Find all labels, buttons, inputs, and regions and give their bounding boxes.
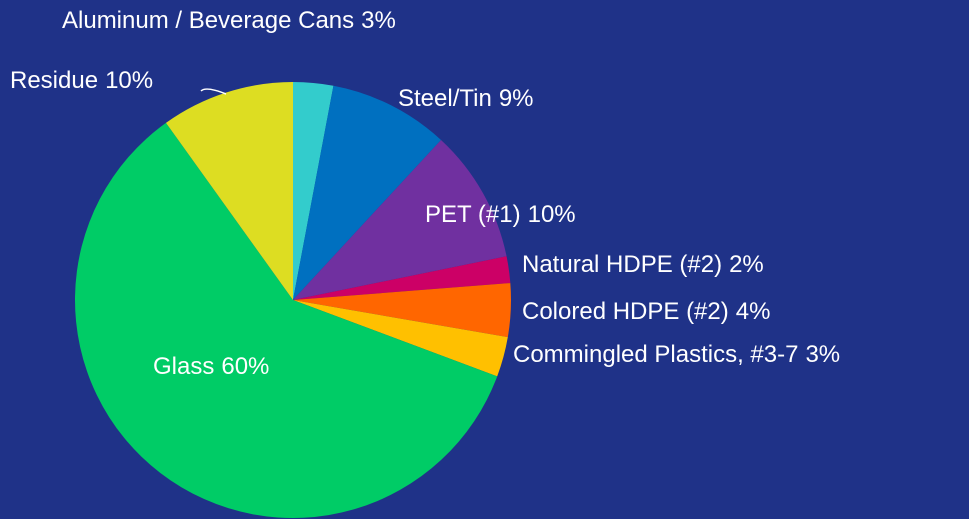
pie-slice [74, 122, 498, 518]
value-label: 10% [528, 201, 576, 228]
slice-label: Natural HDPE (#2) 2% [522, 251, 764, 278]
slice-label: Glass 60% [153, 353, 269, 380]
pie-slice [165, 82, 293, 300]
pie-slice [293, 300, 508, 377]
slice-label: PET (#1) 10% [425, 201, 576, 228]
slice-label: Steel/Tin 9% [398, 85, 534, 112]
category-label: Commingled Plastics, #3-7 [513, 341, 798, 368]
category-label: PET (#1) [425, 201, 521, 228]
leader-line [200, 88, 227, 95]
category-label: Steel/Tin [398, 85, 492, 112]
pie-slice [293, 85, 442, 300]
value-label: 3% [805, 341, 840, 368]
pie-slice [293, 283, 511, 338]
value-label: 4% [736, 298, 771, 325]
pie-slice [293, 82, 334, 300]
pie-slice [293, 139, 507, 300]
slice-label: Aluminum / Beverage Cans 3% [62, 7, 396, 34]
value-label: 10% [105, 67, 153, 94]
slice-label: Commingled Plastics, #3-7 3% [513, 341, 840, 368]
value-label: 9% [499, 85, 534, 112]
pie [74, 82, 511, 518]
category-label: Glass [153, 353, 214, 380]
value-label: 60% [221, 353, 269, 380]
category-label: Residue [10, 67, 98, 94]
labels: Aluminum / Beverage Cans 3% Steel/Tin 9% PET… [10, 7, 840, 380]
category-label: Colored HDPE (#2) [522, 298, 729, 325]
category-label: Natural HDPE (#2) [522, 251, 722, 278]
value-label: 3% [361, 7, 396, 34]
value-label: 2% [729, 251, 764, 278]
pie-slice [293, 256, 511, 300]
slice-label: Residue 10% [10, 67, 153, 94]
category-label: Aluminum / Beverage Cans [62, 7, 354, 34]
slice-label: Colored HDPE (#2) 4% [522, 298, 770, 325]
